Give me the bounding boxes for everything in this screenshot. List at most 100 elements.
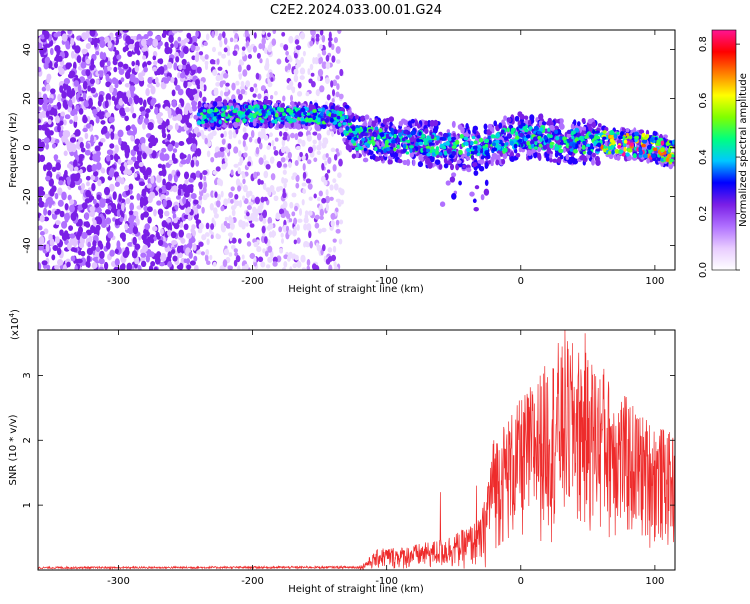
noise-speckle bbox=[202, 96, 207, 103]
signal-speckle bbox=[380, 155, 384, 162]
noise-speckle bbox=[260, 127, 266, 135]
noise-speckle bbox=[45, 175, 51, 181]
noise-speckle bbox=[206, 238, 210, 246]
noise-speckle bbox=[285, 225, 290, 233]
noise-speckle bbox=[265, 163, 271, 170]
signal-core bbox=[277, 106, 281, 112]
noise-speckle bbox=[87, 241, 92, 248]
noise-speckle bbox=[330, 254, 337, 262]
signal-core bbox=[230, 105, 234, 110]
noise-speckle bbox=[253, 212, 258, 218]
signal-core bbox=[485, 152, 490, 157]
signal-core bbox=[373, 133, 378, 138]
noise-speckle bbox=[117, 61, 124, 68]
noise-speckle bbox=[66, 176, 71, 186]
noise-speckle bbox=[249, 253, 255, 259]
signal-speckle bbox=[445, 180, 451, 186]
noise-speckle bbox=[242, 126, 247, 133]
noise-speckle bbox=[60, 111, 66, 117]
noise-speckle bbox=[86, 255, 91, 264]
signal-core bbox=[539, 137, 543, 143]
signal-speckle bbox=[489, 126, 495, 132]
noise-speckle bbox=[54, 210, 60, 215]
noise-speckle bbox=[196, 250, 202, 255]
noise-speckle bbox=[337, 30, 342, 35]
noise-speckle bbox=[48, 97, 54, 104]
noise-speckle bbox=[83, 48, 88, 54]
noise-speckle bbox=[124, 115, 129, 122]
noise-speckle bbox=[55, 220, 61, 226]
noise-speckle bbox=[294, 159, 299, 167]
noise-speckle bbox=[80, 250, 86, 257]
noise-speckle bbox=[269, 184, 275, 193]
signal-core bbox=[252, 113, 257, 119]
noise-speckle bbox=[109, 249, 115, 257]
noise-speckle bbox=[288, 229, 293, 236]
noise-speckle bbox=[122, 63, 129, 70]
noise-speckle bbox=[223, 72, 229, 79]
noise-speckle bbox=[199, 90, 203, 99]
noise-speckle bbox=[148, 265, 154, 270]
noise-speckle bbox=[46, 75, 51, 84]
signal-speckle bbox=[374, 118, 379, 124]
noise-speckle bbox=[297, 218, 303, 223]
signal-core bbox=[589, 134, 595, 139]
noise-speckle bbox=[54, 44, 61, 53]
signal-core bbox=[209, 109, 214, 113]
colorbar-tick-label: 0.2 bbox=[698, 206, 709, 222]
signal-speckle bbox=[284, 121, 289, 129]
signal-speckle bbox=[315, 124, 321, 132]
signal-core bbox=[359, 128, 364, 133]
noise-speckle bbox=[204, 63, 209, 71]
signal-core bbox=[502, 147, 508, 153]
noise-speckle bbox=[124, 70, 131, 80]
signal-core bbox=[595, 148, 601, 152]
noise-speckle bbox=[201, 234, 207, 241]
signal-core bbox=[526, 141, 530, 146]
noise-speckle bbox=[177, 36, 182, 42]
noise-speckle bbox=[333, 266, 339, 270]
noise-speckle bbox=[301, 198, 305, 206]
noise-speckle bbox=[221, 80, 226, 85]
noise-speckle bbox=[107, 40, 112, 49]
signal-speckle bbox=[549, 126, 556, 131]
noise-speckle bbox=[119, 165, 125, 172]
noise-speckle bbox=[259, 203, 264, 210]
signal-speckle bbox=[483, 188, 490, 196]
x-tick-label: 100 bbox=[645, 276, 664, 287]
noise-speckle bbox=[68, 225, 74, 231]
signal-core bbox=[471, 135, 476, 140]
signal-core bbox=[505, 142, 509, 146]
noise-speckle bbox=[55, 115, 60, 124]
noise-speckle bbox=[44, 127, 51, 137]
noise-speckle bbox=[38, 186, 45, 192]
noise-speckle bbox=[308, 230, 312, 239]
signal-core bbox=[418, 141, 424, 146]
signal-core bbox=[300, 121, 306, 125]
noise-speckle bbox=[157, 66, 162, 75]
signal-core bbox=[623, 146, 627, 152]
noise-speckle bbox=[297, 155, 301, 162]
signal-core bbox=[354, 146, 360, 151]
signal-speckle bbox=[409, 135, 415, 143]
noise-speckle bbox=[45, 162, 53, 171]
noise-speckle bbox=[160, 252, 167, 262]
noise-speckle bbox=[178, 140, 185, 147]
signal-speckle bbox=[268, 114, 272, 122]
noise-speckle bbox=[283, 261, 288, 268]
noise-speckle bbox=[122, 250, 129, 259]
noise-speckle bbox=[217, 51, 222, 56]
signal-core bbox=[330, 113, 335, 118]
signal-core bbox=[648, 149, 653, 154]
noise-speckle bbox=[150, 139, 157, 147]
noise-speckle bbox=[82, 116, 88, 124]
signal-core bbox=[466, 147, 471, 153]
noise-speckle bbox=[183, 80, 188, 89]
noise-speckle bbox=[91, 163, 98, 172]
noise-speckle bbox=[228, 191, 234, 199]
y-tick-label: -20 bbox=[22, 188, 33, 204]
noise-speckle bbox=[317, 68, 324, 77]
colorbar-tick-label: 0.8 bbox=[698, 36, 709, 52]
signal-core bbox=[490, 134, 496, 139]
noise-speckle bbox=[295, 174, 300, 183]
